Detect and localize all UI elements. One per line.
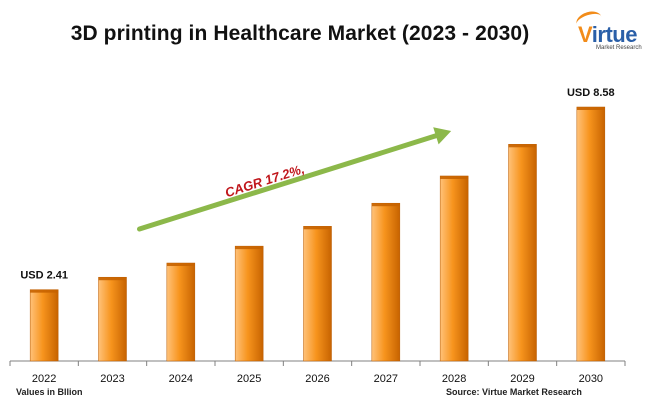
data-label: USD 2.41: [20, 270, 68, 282]
bar-2028: [439, 175, 469, 362]
bar-cap-2030: [576, 107, 605, 110]
bar-cap-2024: [166, 263, 195, 267]
logo-tagline: Market Research: [596, 45, 642, 51]
logo-wordmark: Virtue: [578, 22, 637, 48]
bar-cap-2029: [508, 144, 537, 148]
x-tick-label: 2024: [169, 373, 193, 385]
x-tick-label: 2029: [510, 373, 534, 385]
source-note: Source: Virtue Market Research: [446, 387, 582, 397]
data-labels: USD 2.41 USD 8.58: [20, 87, 614, 282]
cagr-arrow-shaft: [137, 133, 439, 232]
bar-2022: [29, 289, 59, 362]
bar-2030: [576, 106, 606, 362]
bars-group: [9, 106, 626, 366]
cagr-arrow-head-icon: [433, 127, 452, 145]
x-tick-label: 2022: [32, 373, 56, 385]
x-tick-label: 2027: [374, 373, 398, 385]
bar-cap-2025: [235, 246, 264, 250]
x-tick-label: 2030: [579, 373, 603, 385]
data-label: USD 8.58: [567, 87, 615, 99]
bar-cap-2026: [303, 226, 332, 230]
x-tick-labels: 2022 2023 2024 2025 2026 2027 2028 2029 2030: [32, 373, 603, 385]
virtue-logo: Virtue Market Research: [570, 8, 646, 58]
bar-cap-2027: [371, 203, 400, 207]
x-tick-label: 2023: [100, 373, 124, 385]
bar-cap-2023: [98, 277, 127, 281]
cagr-annotation: CAGR 17.2%,: [137, 127, 452, 232]
chart-title: 3D printing in Healthcare Market (2023 -…: [70, 22, 530, 45]
x-tick-label: 2026: [305, 373, 329, 385]
bar-2027: [371, 202, 401, 362]
bar-cap-2028: [440, 175, 469, 179]
bar-2024: [166, 262, 196, 362]
bar-2026: [303, 226, 332, 362]
bar-2029: [508, 144, 537, 362]
logo-wordmark-rest: irtue: [591, 22, 638, 47]
bar-cap-2022: [30, 289, 59, 293]
x-tick-label: 2028: [442, 373, 466, 385]
bar-2023: [98, 276, 127, 362]
logo-wordmark-v: V: [578, 22, 592, 47]
bar-2025: [234, 245, 264, 362]
units-note: Values in Bllion: [16, 387, 83, 397]
x-tick-label: 2025: [237, 373, 261, 385]
